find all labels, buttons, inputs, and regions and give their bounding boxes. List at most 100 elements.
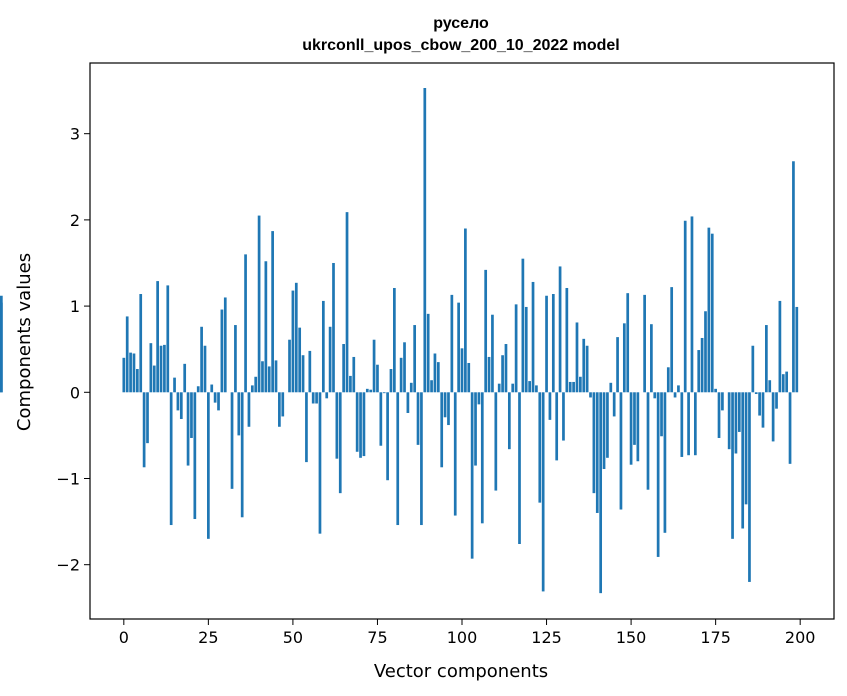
bar xyxy=(464,228,467,393)
bar xyxy=(572,381,575,393)
bar xyxy=(173,377,176,393)
bar xyxy=(568,381,572,393)
bar xyxy=(677,385,680,393)
y-axis: −2 −1 0 1 2 3 xyxy=(56,125,90,575)
bar xyxy=(792,161,795,393)
bar xyxy=(758,392,761,416)
bar xyxy=(673,392,677,398)
bar xyxy=(369,389,373,393)
bar xyxy=(558,266,562,393)
bar xyxy=(528,381,531,393)
bar xyxy=(325,392,329,399)
bar xyxy=(220,309,224,393)
bar xyxy=(731,392,734,539)
y-tick-label: −1 xyxy=(56,469,80,488)
bar xyxy=(308,350,312,393)
bar xyxy=(535,385,538,393)
bar xyxy=(626,293,630,393)
bar xyxy=(291,290,295,393)
bar xyxy=(203,345,207,393)
bar xyxy=(778,300,782,393)
y-tick-label: 1 xyxy=(70,297,80,316)
bar xyxy=(315,392,318,404)
x-tick-label: 100 xyxy=(447,628,478,647)
bar xyxy=(595,392,599,513)
bar xyxy=(575,322,579,393)
bar xyxy=(372,339,376,393)
bar xyxy=(183,363,187,393)
bar xyxy=(261,361,264,393)
x-axis-label: Vector components xyxy=(374,661,548,682)
bar xyxy=(524,306,528,393)
bar xyxy=(707,227,711,393)
bar xyxy=(365,388,369,393)
bar xyxy=(281,392,285,417)
bar xyxy=(727,392,731,450)
bar xyxy=(399,357,403,393)
bar xyxy=(156,281,159,393)
bar xyxy=(122,357,126,393)
bar xyxy=(420,392,423,526)
bar xyxy=(305,392,308,463)
bar xyxy=(237,392,241,436)
bar xyxy=(230,392,234,489)
bar xyxy=(636,392,640,462)
bar xyxy=(548,392,552,420)
bar xyxy=(179,392,183,420)
bar xyxy=(338,392,342,494)
bar xyxy=(349,375,352,393)
bar xyxy=(480,392,484,524)
bar xyxy=(135,369,139,393)
bar xyxy=(440,392,444,468)
bar xyxy=(579,376,582,393)
x-tick-label: 25 xyxy=(198,628,218,647)
bar xyxy=(210,384,214,393)
bar xyxy=(169,392,173,526)
bar xyxy=(670,287,674,393)
bar xyxy=(352,356,356,393)
y-tick-label: 2 xyxy=(70,211,80,230)
bar xyxy=(436,362,440,393)
bar xyxy=(342,344,345,393)
bar xyxy=(0,295,3,393)
bar xyxy=(710,233,714,393)
bar xyxy=(765,325,768,393)
bar xyxy=(660,392,663,437)
bar xyxy=(311,392,315,404)
bar xyxy=(335,392,339,459)
bar xyxy=(622,323,626,393)
bar xyxy=(416,392,420,445)
bar xyxy=(697,350,701,393)
bar xyxy=(406,392,410,413)
bar xyxy=(693,392,697,456)
bar xyxy=(271,231,274,393)
bar xyxy=(166,285,170,393)
bar xyxy=(785,371,789,393)
bar xyxy=(362,392,366,457)
bar xyxy=(146,392,149,444)
bar xyxy=(734,392,738,454)
bar xyxy=(511,383,515,393)
x-tick-label: 150 xyxy=(616,628,647,647)
bar xyxy=(278,392,281,427)
bar xyxy=(176,392,180,411)
bar xyxy=(501,355,504,393)
bar xyxy=(125,316,129,393)
x-tick-label: 125 xyxy=(531,628,562,647)
bar xyxy=(507,392,511,450)
bar xyxy=(321,300,325,393)
bar xyxy=(771,392,775,442)
bar xyxy=(491,314,494,393)
bar xyxy=(775,392,778,409)
bar xyxy=(666,367,670,393)
bar xyxy=(447,392,450,426)
bar xyxy=(457,302,460,393)
bar xyxy=(186,392,190,466)
bar xyxy=(609,382,613,393)
bar xyxy=(650,324,653,393)
bar xyxy=(223,297,227,393)
bar-series xyxy=(0,88,799,594)
bar xyxy=(541,392,545,592)
bar xyxy=(494,392,498,491)
